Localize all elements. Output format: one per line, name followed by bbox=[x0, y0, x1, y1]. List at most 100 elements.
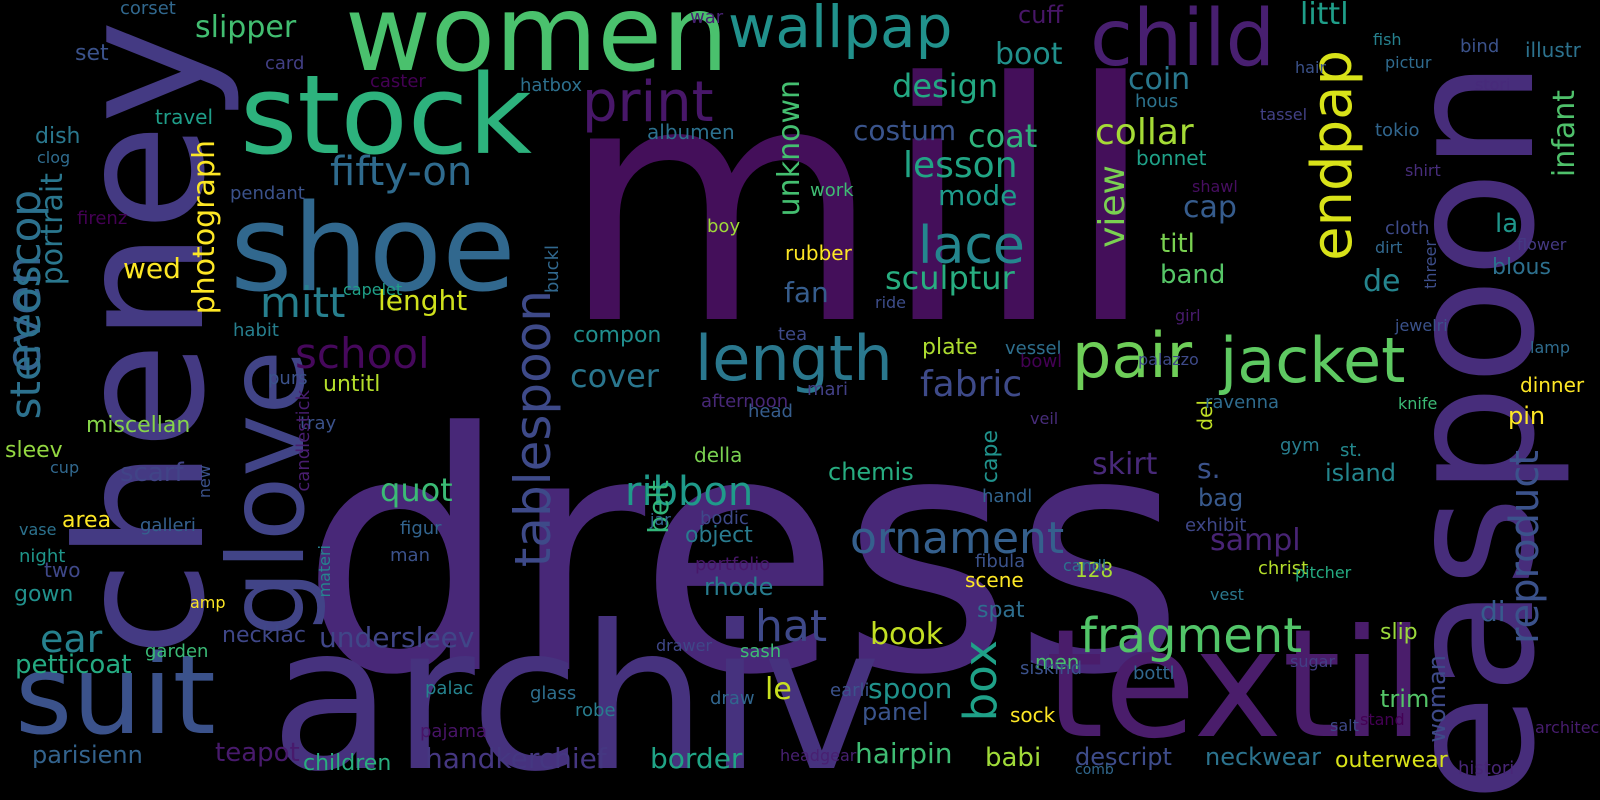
word-83: parisienn bbox=[32, 741, 143, 769]
word-87: area bbox=[62, 508, 112, 533]
word-112: men bbox=[1035, 650, 1080, 674]
word-92: necklac bbox=[222, 623, 307, 648]
word-106: trim bbox=[1380, 685, 1430, 713]
word-9: suit bbox=[15, 631, 216, 759]
word-6: women bbox=[345, 0, 729, 95]
word-185: jewelri bbox=[1395, 316, 1448, 335]
word-161: glass bbox=[530, 683, 577, 704]
word-8: stock bbox=[240, 51, 532, 179]
word-59: spoon bbox=[868, 672, 953, 705]
word-15: jacket bbox=[1220, 324, 1406, 397]
word-149: veil bbox=[1030, 409, 1059, 428]
word-53: fan bbox=[784, 276, 829, 309]
word-78: neckwear bbox=[1205, 743, 1322, 771]
word-163: robe bbox=[575, 700, 616, 721]
word-80: histori bbox=[1458, 758, 1515, 779]
word-177: st. bbox=[1340, 440, 1363, 461]
word-180: salt bbox=[1330, 716, 1359, 735]
word-111: 128 bbox=[1075, 558, 1114, 582]
word-114: boy bbox=[707, 216, 741, 237]
word-76: babi bbox=[985, 743, 1042, 773]
word-170: handl bbox=[982, 486, 1033, 507]
word-155: jar bbox=[650, 510, 671, 529]
word-125: clog bbox=[37, 148, 71, 167]
word-94: panel bbox=[862, 698, 929, 726]
word-171: fibula bbox=[975, 551, 1026, 572]
word-158: drawer bbox=[656, 636, 713, 655]
word-50: costum bbox=[853, 114, 957, 147]
word-139: garden bbox=[145, 641, 209, 662]
word-124: hatbox bbox=[520, 75, 583, 96]
word-36: unknown bbox=[772, 80, 807, 217]
word-43: quot bbox=[380, 471, 453, 509]
word-108: sock bbox=[1010, 703, 1056, 727]
word-187: threer bbox=[1421, 240, 1440, 289]
word-27: mitt bbox=[260, 278, 346, 327]
word-165: pajama bbox=[420, 721, 488, 742]
word-88: sleev bbox=[5, 438, 63, 463]
word-7: shoe bbox=[230, 180, 516, 319]
word-141: man bbox=[390, 545, 430, 566]
word-143: tea bbox=[778, 324, 808, 345]
word-86: two bbox=[44, 558, 81, 582]
word-49: boot bbox=[995, 37, 1063, 72]
word-91: purs bbox=[268, 368, 308, 389]
word-52: mode bbox=[938, 179, 1018, 212]
word-74: border bbox=[650, 742, 743, 775]
word-164: palac bbox=[425, 678, 474, 699]
word-102: pin bbox=[1508, 402, 1546, 430]
word-89: miscellan bbox=[86, 413, 191, 438]
word-42: skirt bbox=[1092, 447, 1158, 482]
word-31: ear bbox=[40, 617, 103, 661]
word-117: travel bbox=[155, 105, 214, 129]
word-17: print bbox=[582, 70, 714, 135]
word-140: materi bbox=[315, 545, 334, 598]
word-175: exhibit bbox=[1185, 515, 1247, 536]
word-138: amp bbox=[190, 593, 226, 612]
word-194: hair bbox=[1295, 58, 1326, 77]
word-136: vase bbox=[19, 520, 57, 539]
word-195: pictur bbox=[1385, 53, 1432, 72]
word-115: work bbox=[810, 180, 854, 201]
word-37: design bbox=[892, 67, 999, 105]
word-159: sash bbox=[740, 641, 782, 662]
word-79: outerwear bbox=[1335, 748, 1448, 773]
word-148: bowl bbox=[1020, 351, 1063, 372]
word-151: girl bbox=[1175, 306, 1201, 325]
word-167: comb bbox=[1075, 762, 1114, 778]
word-66: blous bbox=[1492, 255, 1551, 280]
word-191: tokio bbox=[1375, 120, 1420, 141]
word-96: object bbox=[685, 523, 753, 548]
word-182: architectur bbox=[1535, 718, 1600, 737]
word-190: shirt bbox=[1405, 161, 1441, 180]
word-120: corset bbox=[120, 0, 176, 19]
word-97: compon bbox=[573, 323, 662, 348]
word-28: hat bbox=[755, 601, 828, 652]
word-90: untitl bbox=[323, 372, 381, 397]
word-134: new bbox=[195, 465, 214, 499]
word-157: portfolio bbox=[695, 554, 771, 575]
word-44: sampl bbox=[1210, 523, 1301, 558]
word-186: flower bbox=[1517, 235, 1567, 254]
word-38: coat bbox=[968, 117, 1038, 155]
word-25: fifty-on bbox=[330, 149, 473, 195]
word-73: handkerchief bbox=[425, 742, 607, 775]
word-150: ride bbox=[875, 293, 907, 312]
word-84: petticoat bbox=[15, 650, 132, 680]
word-12: wallpap bbox=[728, 0, 953, 61]
word-174: vest bbox=[1210, 585, 1244, 604]
word-189: cloth bbox=[1385, 218, 1430, 239]
word-126: pendant bbox=[230, 183, 305, 204]
word-11: child bbox=[1090, 0, 1276, 84]
word-178: pitcher bbox=[1295, 563, 1352, 582]
word-71: bonnet bbox=[1136, 146, 1207, 170]
word-132: candlestick bbox=[293, 390, 314, 492]
word-29: box bbox=[954, 640, 1007, 722]
word-1: mill bbox=[560, 13, 1157, 397]
word-23: lace bbox=[918, 216, 1025, 276]
word-57: undersleev bbox=[319, 621, 475, 654]
word-58: book bbox=[870, 617, 944, 652]
word-5: textil bbox=[1045, 598, 1425, 772]
word-99: plate bbox=[922, 335, 978, 360]
word-100: cape bbox=[978, 430, 1003, 484]
